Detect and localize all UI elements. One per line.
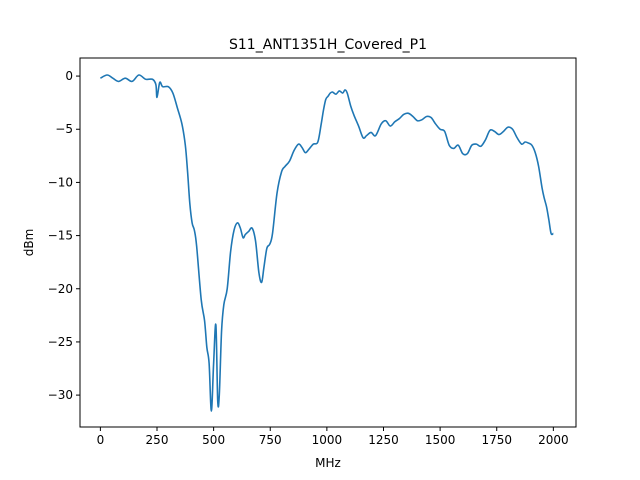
x-tick-label: 0 <box>97 433 105 447</box>
y-tick-label: −30 <box>48 388 73 402</box>
y-tick-label: −15 <box>48 229 73 243</box>
x-tick-label: 1000 <box>312 433 343 447</box>
x-tick-label: 1750 <box>481 433 512 447</box>
plot-background <box>80 58 576 427</box>
y-tick-label: −25 <box>48 335 73 349</box>
x-tick-label: 250 <box>146 433 169 447</box>
x-tick-label: 2000 <box>538 433 569 447</box>
x-tick-label: 1500 <box>425 433 456 447</box>
x-tick-label: 500 <box>202 433 225 447</box>
y-axis-ticks: 0 −5 −10 −15 −20 −25 −30 <box>48 69 80 402</box>
x-axis-label: MHz <box>315 456 341 470</box>
y-tick-label: −10 <box>48 175 73 189</box>
chart-title: S11_ANT1351H_Covered_P1 <box>229 37 427 53</box>
y-tick-label: 0 <box>65 69 73 83</box>
x-axis-ticks: 0 250 500 750 1000 1250 1500 1750 2000 <box>97 427 569 447</box>
y-tick-label: −5 <box>55 122 73 136</box>
plot-frame <box>79 57 577 428</box>
y-axis-label: dBm <box>22 229 36 257</box>
x-tick-label: 1250 <box>368 433 399 447</box>
y-tick-label: −20 <box>48 282 73 296</box>
x-tick-label: 750 <box>259 433 282 447</box>
series-layer <box>100 74 554 412</box>
series-line-0 <box>100 74 554 412</box>
